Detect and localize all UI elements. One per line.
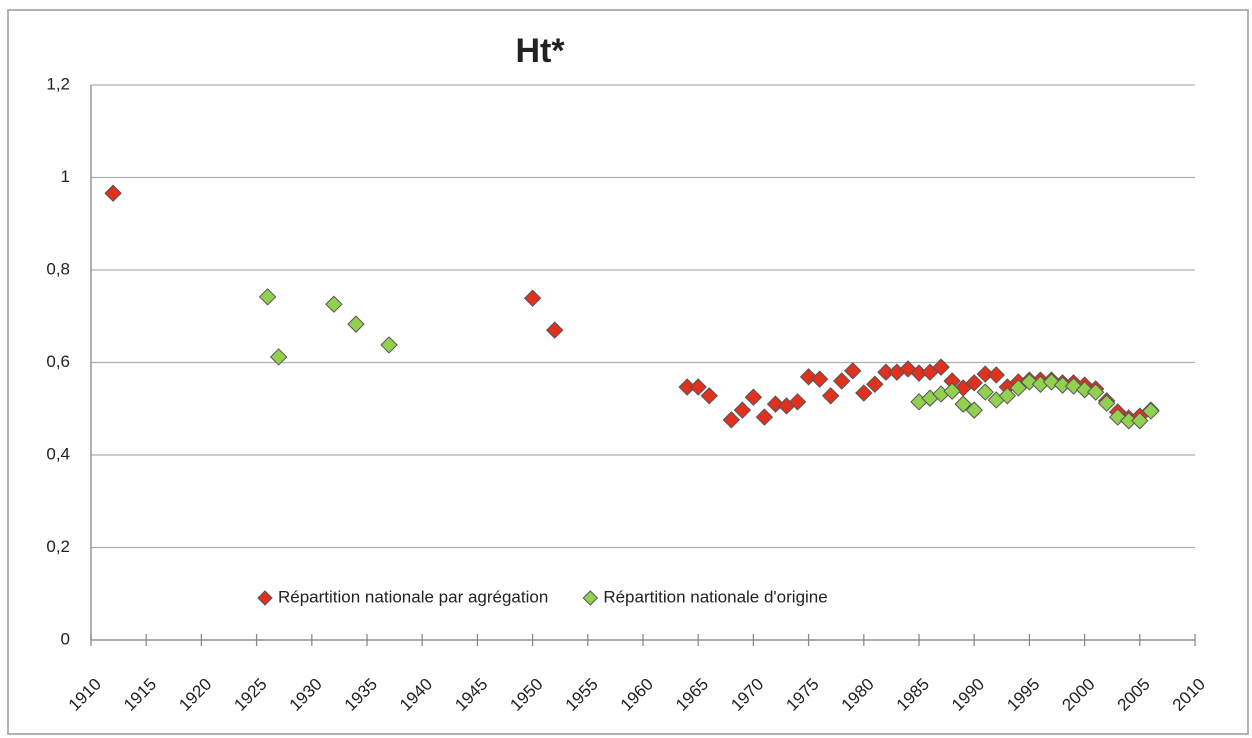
data-point (976, 383, 994, 401)
data-point (932, 358, 950, 376)
data-point (821, 387, 840, 405)
y-tick-label: 1,2 (46, 74, 70, 93)
data-point (700, 387, 718, 405)
data-point (380, 336, 398, 354)
y-tick-label: 0 (61, 629, 70, 648)
data-point (722, 411, 741, 429)
data-point (269, 348, 288, 366)
legend-label: Répartition nationale par agrégation (278, 587, 548, 606)
data-point (954, 395, 972, 413)
data-point (766, 395, 785, 413)
data-point (810, 370, 829, 388)
data-point (733, 401, 752, 419)
chart-title: Ht* (515, 32, 565, 70)
data-point (855, 384, 873, 402)
data-point (1131, 412, 1149, 430)
data-point (325, 295, 343, 313)
data-point (545, 321, 564, 339)
data-point (744, 388, 763, 406)
data-point (104, 184, 122, 202)
data-point (1097, 394, 1116, 412)
data-point (1020, 373, 1039, 391)
data-point (866, 375, 884, 393)
y-tick-label: 1 (61, 167, 70, 186)
legend-marker (257, 590, 273, 606)
data-point (1053, 376, 1072, 394)
y-tick-label: 0,8 (46, 259, 70, 278)
data-point (965, 401, 983, 419)
data-point (1086, 383, 1105, 401)
data-point (987, 366, 1005, 384)
legend-marker (582, 590, 599, 606)
data-point (965, 374, 983, 392)
chart-frame (7, 9, 1249, 735)
data-point (1142, 402, 1160, 420)
data-point (943, 382, 961, 400)
y-tick-label: 0,4 (46, 444, 70, 463)
data-point (976, 365, 994, 383)
data-point (689, 378, 707, 396)
data-point (523, 289, 542, 307)
data-point (833, 372, 851, 390)
legend-label: Répartition nationale d'origine (603, 587, 827, 606)
y-tick-label: 0,2 (46, 537, 70, 556)
data-point (844, 362, 862, 380)
data-point (755, 408, 774, 426)
data-point (1075, 381, 1094, 399)
y-tick-label: 0,6 (46, 352, 70, 371)
data-point (1009, 379, 1028, 397)
data-point (799, 368, 818, 386)
data-point (998, 387, 1017, 405)
data-point (788, 393, 807, 411)
data-point (258, 288, 277, 306)
data-point (347, 315, 365, 333)
